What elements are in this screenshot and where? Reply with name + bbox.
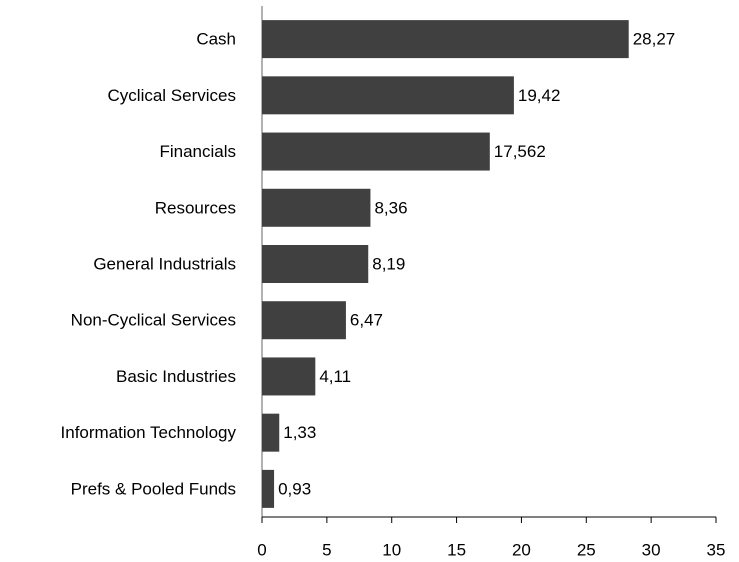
y-tick-label: General Industrials bbox=[93, 254, 236, 273]
bar bbox=[262, 469, 275, 508]
y-tick-label: Financials bbox=[159, 142, 236, 161]
y-tick-label: Non-Cyclical Services bbox=[71, 311, 236, 330]
data-label: 6,47 bbox=[350, 311, 383, 330]
x-tick-label: 10 bbox=[382, 540, 401, 559]
data-label: 28,27 bbox=[633, 30, 676, 49]
bar bbox=[262, 301, 346, 340]
x-tick-label: 30 bbox=[642, 540, 661, 559]
data-label: 1,33 bbox=[283, 423, 316, 442]
x-tick-label: 15 bbox=[447, 540, 466, 559]
y-tick-label: Prefs & Pooled Funds bbox=[71, 479, 236, 498]
bar bbox=[262, 132, 490, 171]
y-tick-label: Cash bbox=[196, 30, 236, 49]
data-label: 17,562 bbox=[494, 142, 546, 161]
y-tick-label: Information Technology bbox=[61, 423, 237, 442]
data-label: 19,42 bbox=[518, 86, 561, 105]
x-tick-label: 5 bbox=[322, 540, 331, 559]
bar bbox=[262, 76, 514, 115]
x-tick-label: 20 bbox=[512, 540, 531, 559]
bar bbox=[262, 357, 316, 396]
data-label: 8,19 bbox=[372, 254, 405, 273]
x-tick-label: 0 bbox=[257, 540, 266, 559]
data-label: 0,93 bbox=[278, 479, 311, 498]
bar bbox=[262, 413, 280, 452]
y-tick-label: Basic Industries bbox=[116, 367, 236, 386]
bar bbox=[262, 188, 371, 227]
y-tick-label: Resources bbox=[155, 198, 236, 217]
x-tick-label: 25 bbox=[577, 540, 596, 559]
bar bbox=[262, 245, 369, 283]
x-tick-label: 35 bbox=[707, 540, 726, 559]
bar bbox=[262, 20, 629, 59]
y-tick-label: Cyclical Services bbox=[108, 86, 236, 105]
data-label: 4,11 bbox=[319, 367, 351, 386]
data-label: 8,36 bbox=[374, 198, 407, 217]
